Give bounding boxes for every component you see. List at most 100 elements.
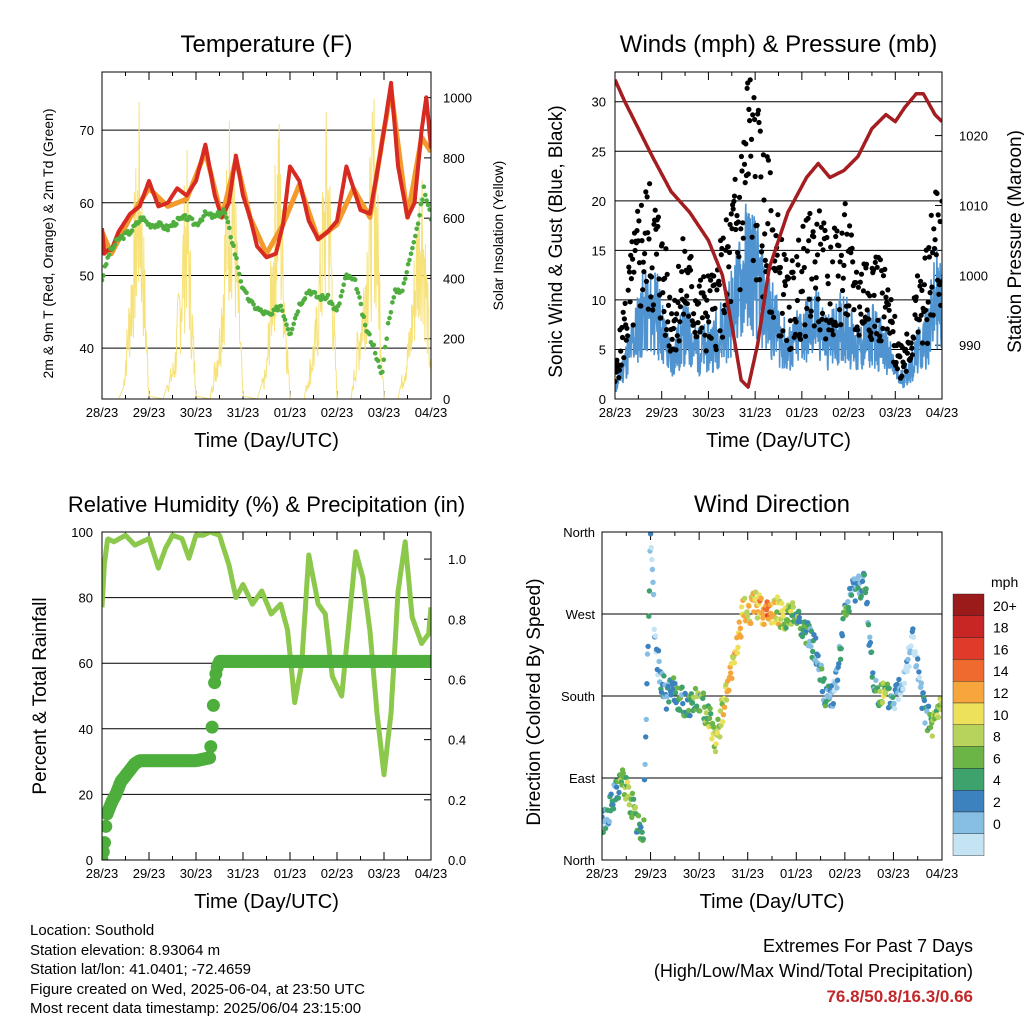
direction-point: [880, 680, 886, 686]
gust-point: [916, 317, 923, 323]
gust-point: [658, 315, 664, 321]
gust-point: [892, 313, 898, 319]
gust-point: [837, 259, 843, 265]
gust-point: [669, 336, 675, 342]
x-tick-label: 01/23: [274, 405, 307, 420]
dewpoint-point: [352, 277, 358, 283]
gust-point: [622, 300, 628, 306]
direction-point: [623, 774, 629, 781]
gust-point: [649, 265, 655, 271]
dewpoint-point: [285, 326, 291, 332]
gust-point: [799, 269, 805, 275]
gust-point: [674, 333, 680, 339]
direction-point: [939, 700, 942, 706]
direction-point: [867, 639, 874, 646]
gust-point: [625, 333, 631, 339]
gust-point: [625, 287, 631, 293]
y2-tick-label: 0.8: [448, 612, 466, 627]
panel-title: Temperature (F): [180, 31, 352, 58]
gust-point: [616, 375, 622, 381]
x-tick-label: 03/23: [368, 866, 401, 881]
gust-point: [813, 285, 819, 291]
pressure-series: [615, 78, 942, 389]
dewpoint-point: [288, 331, 294, 336]
gust-point: [903, 368, 909, 374]
direction-point: [729, 675, 735, 682]
x-tick-label: 31/23: [227, 866, 260, 881]
direction-point: [668, 692, 674, 698]
dewpoint-point: [189, 216, 195, 222]
gust-point: [793, 319, 799, 325]
gust-point: [845, 312, 851, 318]
direction-point: [836, 661, 842, 667]
gust-point: [922, 255, 928, 261]
colorbar-swatch: [952, 615, 985, 638]
gust-point: [731, 198, 737, 204]
x-tick-label: 28/23: [86, 405, 119, 420]
direction-point: [898, 691, 904, 697]
gust-point: [931, 245, 938, 252]
dewpoint-point: [235, 265, 241, 270]
humidity-series: [102, 532, 431, 778]
direction-point: [780, 613, 786, 619]
x-tick-label: 28/23: [86, 866, 119, 881]
direction-point: [644, 681, 650, 687]
dewpoint-point: [292, 316, 298, 321]
gust-point: [615, 378, 618, 384]
gust-point: [680, 311, 687, 317]
dewpoint-point: [367, 331, 372, 337]
y2-tick-label: 0.0: [448, 853, 466, 868]
gust-point: [814, 221, 820, 227]
direction-point: [703, 710, 710, 716]
gust-point: [762, 257, 768, 263]
direction-point: [861, 572, 867, 578]
direction-point: [808, 643, 814, 650]
gust-point: [712, 305, 718, 311]
gust-point: [618, 348, 624, 354]
gust-point: [704, 313, 711, 320]
gust-point: [914, 273, 921, 279]
dewpoint-point: [354, 287, 359, 292]
direction-point: [748, 620, 754, 626]
direction-point: [606, 818, 612, 825]
y2-axis-label: Solar Insolation (Yellow): [490, 161, 506, 311]
gust-point: [856, 332, 862, 338]
gust-point: [850, 259, 856, 265]
dewpoint-point: [401, 281, 407, 286]
dewpoint-point: [405, 261, 411, 267]
direction-point: [905, 656, 911, 663]
gust-point: [648, 294, 654, 300]
gust-point: [651, 221, 657, 227]
gust-point: [736, 194, 743, 200]
gust-point: [738, 226, 744, 232]
x-tick-label: 31/23: [731, 866, 764, 881]
gust-point: [615, 357, 620, 363]
gust-point: [713, 346, 719, 353]
direction-point: [731, 660, 738, 666]
y-axis-label: Sonic Wind & Gust (Blue, Black): [546, 105, 567, 377]
y2-tick-label: 0: [443, 392, 450, 407]
dewpoint-point: [104, 262, 109, 267]
gust-point: [675, 299, 681, 306]
gust-point: [801, 245, 807, 252]
direction-point: [895, 696, 901, 703]
direction-point: [929, 733, 935, 739]
gust-point: [938, 302, 942, 308]
direction-point: [646, 588, 653, 594]
gust-point: [926, 245, 932, 251]
gust-point: [641, 269, 647, 275]
dewpoint-point: [102, 273, 106, 278]
y-tick-label: North: [563, 525, 595, 540]
direction-point: [788, 608, 794, 615]
dewpoint-point: [362, 322, 368, 328]
gust-point: [888, 297, 894, 303]
precip-point: [424, 654, 431, 668]
gust-point: [650, 302, 657, 308]
direction-point: [901, 680, 908, 687]
gust-point: [677, 304, 684, 310]
gust-point: [917, 283, 923, 289]
dewpoint-point: [228, 235, 233, 240]
gust-point: [825, 281, 831, 287]
dewpoint-point: [391, 295, 397, 300]
gust-point: [758, 249, 765, 255]
